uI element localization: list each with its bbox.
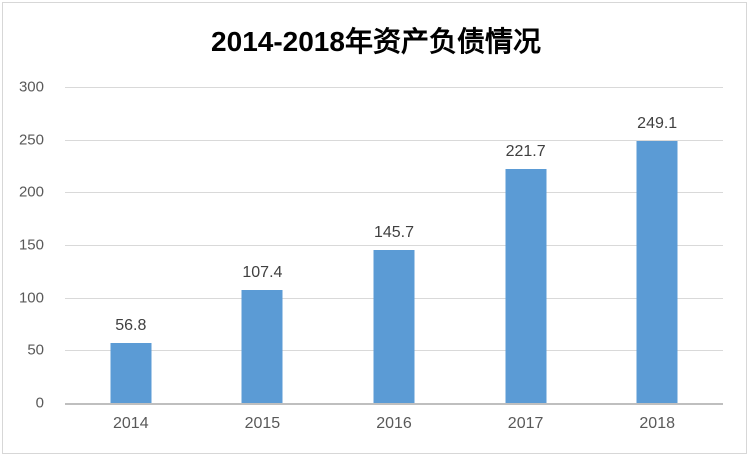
bar-slot: 107.4 (197, 87, 329, 403)
x-tick-label: 2016 (376, 415, 412, 432)
bar-value-label: 56.8 (115, 317, 147, 335)
y-tick-label: 50 (27, 341, 44, 359)
bar-value-label: 221.7 (505, 143, 546, 161)
bar-slot: 221.7 (460, 87, 592, 403)
x-tick-label: 2017 (507, 415, 544, 432)
x-axis: 2014 2015 2016 2017 2018 (65, 415, 723, 437)
bar-value-label: 249.1 (637, 114, 678, 132)
x-tick-label: 2018 (639, 415, 675, 432)
bar-2018 (636, 140, 678, 403)
bar-slot: 145.7 (328, 87, 460, 403)
gridline (65, 245, 723, 246)
bar-value-label: 107.4 (242, 263, 283, 281)
bar-2014 (110, 343, 152, 403)
gridline (65, 139, 723, 141)
chart-title: 2014-2018年资产负债情况 (211, 26, 541, 57)
y-tick-label: 300 (18, 78, 44, 96)
x-tick-label: 2015 (244, 415, 281, 432)
bar-2017 (505, 169, 547, 403)
y-axis: 0 50 100 150 200 250 300 (0, 79, 46, 412)
gridline (65, 192, 723, 194)
gridline (65, 87, 723, 88)
y-tick-label: 150 (18, 236, 44, 254)
bar-value-label: 145.7 (373, 223, 415, 241)
x-tick-label: 2014 (113, 415, 149, 432)
y-tick-label: 250 (18, 131, 44, 149)
y-tick-label: 0 (35, 394, 44, 412)
y-tick-label: 100 (18, 289, 44, 307)
bar-slot: 56.8 (65, 87, 197, 403)
bar-2015 (241, 289, 283, 403)
bar-slot: 249.1 (591, 87, 723, 403)
y-tick-label: 200 (18, 183, 44, 201)
bar-2016 (373, 249, 415, 403)
plot-area: 56.8 107.4 145.7 221.7 249.1 (65, 87, 723, 405)
